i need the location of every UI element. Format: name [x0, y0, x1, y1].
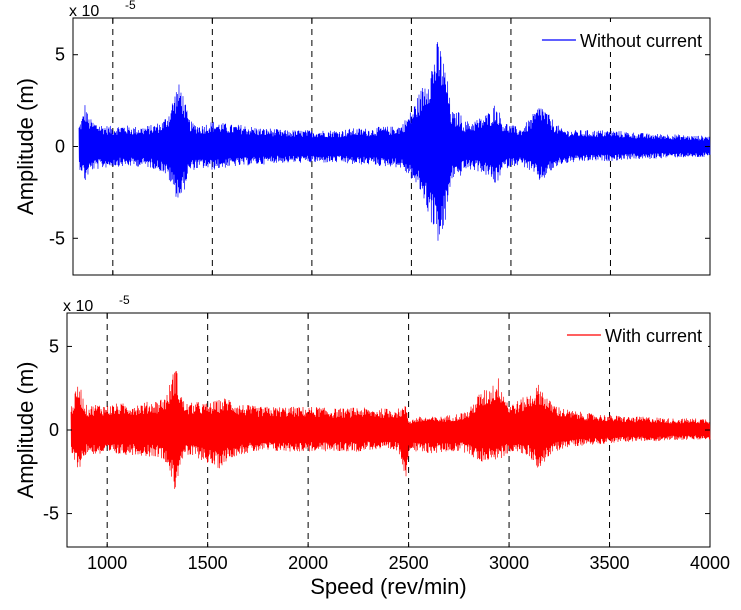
legend-label: With current	[605, 326, 702, 346]
y-tick-label: 0	[49, 420, 59, 440]
chart-panel-with-current: 1000 1500 2000 2500 3000 3500 4000 -5 0 5 x 10 -5…	[13, 293, 730, 599]
legend-box	[560, 317, 708, 347]
x-tick-label: 4000	[690, 553, 730, 573]
y-axis-label: Amplitude (m)	[13, 362, 38, 499]
x-tick-label: 2500	[389, 553, 429, 573]
y-tick-label: -5	[43, 504, 59, 524]
y-tick-label: 5	[55, 45, 65, 65]
series-band	[71, 393, 710, 465]
grid-lines	[106, 313, 611, 547]
x-tick-label: 1000	[87, 553, 127, 573]
series-band	[78, 87, 711, 204]
legend: With current	[560, 317, 708, 347]
x-axis-label: Speed (rev/min)	[310, 574, 467, 599]
legend-label: Without current	[580, 31, 702, 51]
x-tick-label: 2000	[288, 553, 328, 573]
y-exponent-power: -5	[125, 0, 136, 12]
legend-box	[535, 22, 708, 52]
y-exponent-multiplier: x 10	[69, 3, 99, 20]
axis-ticks: 1000 1500 2000 2500 3000 3500 4000 -5 0 5	[43, 313, 730, 573]
legend: Without current	[535, 22, 708, 52]
x-tick-label: 3500	[590, 553, 630, 573]
y-exponent-multiplier: x 10	[63, 298, 93, 315]
series-without-current	[78, 42, 711, 241]
series-with-current	[70, 371, 711, 489]
y-axis-label: Amplitude (m)	[13, 78, 38, 215]
x-tick-label: 1500	[188, 553, 228, 573]
chart-panel-without-current: -5 0 5 x 10 -5 Amplitude (m) Without curre…	[13, 0, 711, 276]
y-tick-label: -5	[49, 228, 65, 248]
x-tick-label: 3000	[489, 553, 529, 573]
y-tick-label: 0	[55, 137, 65, 157]
axis-ticks: -5 0 5	[49, 18, 710, 275]
y-tick-label: 5	[49, 336, 59, 356]
y-exponent-power: -5	[119, 293, 130, 307]
grid-lines	[112, 18, 611, 275]
